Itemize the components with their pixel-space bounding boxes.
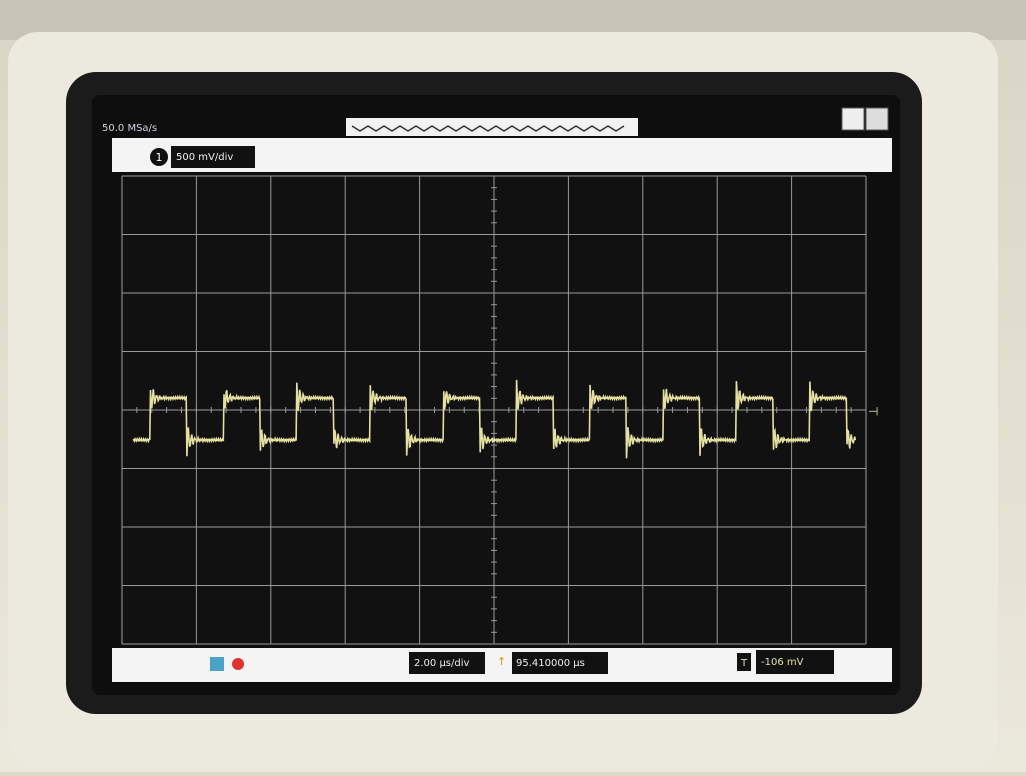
run-icon bbox=[842, 108, 864, 130]
oscilloscope-photo: 50.0 MSa/s 1 500 mV/div ⊣ 2.00 µs/div ↑ … bbox=[0, 0, 1026, 772]
delay: 95.410000 µs bbox=[516, 658, 585, 669]
page: 50.0 MSa/s 1 500 mV/div ⊣ 2.00 µs/div ↑ … bbox=[0, 0, 1026, 772]
trigger-icon: T bbox=[740, 658, 748, 669]
mode-icon bbox=[866, 108, 888, 130]
timebase: 2.00 µs/div bbox=[414, 658, 470, 669]
channel-scale: 500 mV/div bbox=[176, 152, 233, 163]
ground-marker: ⊣ bbox=[868, 405, 878, 419]
sample-rate: 50.0 MSa/s bbox=[102, 123, 157, 134]
record-icon bbox=[232, 658, 244, 670]
channel-number: 1 bbox=[156, 151, 163, 164]
trigger-level: -106 mV bbox=[761, 657, 804, 668]
delay-marker: ↑ bbox=[497, 655, 506, 668]
acq-icon bbox=[210, 657, 224, 671]
